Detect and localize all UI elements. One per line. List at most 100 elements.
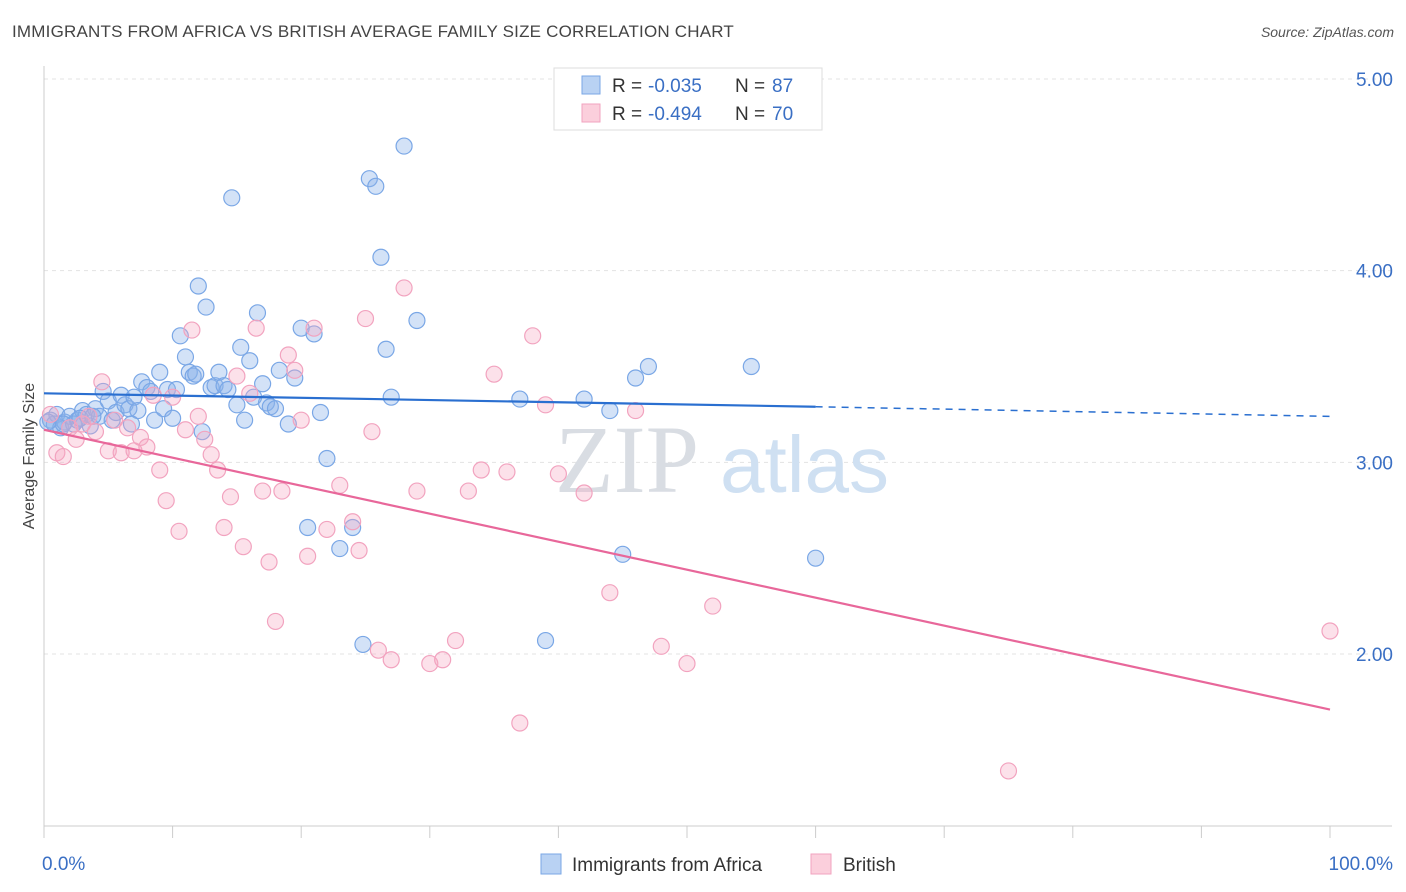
legend-n-value-british: 70	[772, 104, 793, 125]
point-british	[241, 384, 259, 402]
point-africa	[626, 369, 645, 387]
point-british	[626, 401, 645, 420]
point-british	[170, 522, 188, 540]
point-africa	[408, 311, 426, 330]
point-british	[446, 631, 465, 650]
y-axis-label: Average Family Size	[21, 383, 38, 530]
point-british	[356, 309, 375, 328]
point-british	[54, 447, 72, 466]
point-africa	[372, 248, 390, 266]
point-british	[369, 641, 387, 659]
point-british	[524, 327, 542, 345]
point-british	[286, 361, 304, 379]
point-british	[131, 428, 150, 447]
point-africa	[223, 189, 241, 207]
legend-swatch-british	[581, 103, 601, 123]
y-tick-label: 3.00	[1356, 453, 1393, 474]
legend-r-label-africa: R =	[612, 76, 642, 97]
point-british	[511, 714, 529, 732]
point-british	[80, 407, 98, 425]
point-british	[164, 388, 182, 406]
point-british	[234, 538, 252, 556]
point-africa	[354, 635, 372, 654]
point-british	[67, 430, 85, 448]
point-british	[151, 461, 169, 479]
y-tick-labels: 2.00 3.00 4.00 5.00	[1356, 70, 1393, 666]
point-africa	[395, 137, 413, 155]
point-africa	[511, 390, 529, 408]
point-british	[292, 411, 310, 429]
chart-title: IMMIGRANTS FROM AFRICA VS BRITISH AVERAG…	[12, 22, 735, 41]
bottom-legend-label-africa: Immigrants from Africa	[572, 855, 762, 876]
point-africa	[145, 411, 164, 429]
point-africa	[206, 377, 224, 395]
point-africa	[176, 348, 195, 366]
x-tick-label-min: 0.0%	[42, 854, 85, 875]
point-british	[260, 553, 278, 571]
point-africa	[639, 357, 658, 376]
point-british	[183, 321, 201, 339]
point-british	[704, 597, 722, 615]
point-british	[382, 651, 400, 669]
point-africa	[536, 631, 555, 650]
y-tick-label: 2.00	[1356, 645, 1393, 666]
point-british	[209, 461, 227, 479]
x-tick-label-max: 100.0%	[1329, 854, 1394, 875]
point-british	[498, 463, 516, 481]
bottom-legend-label-british: British	[843, 855, 896, 876]
y-tick-label: 4.00	[1356, 262, 1393, 283]
legend-n-value-africa: 87	[772, 76, 793, 97]
axes	[43, 66, 1392, 838]
point-africa	[197, 298, 215, 316]
point-british	[434, 651, 452, 669]
point-british	[266, 612, 285, 631]
point-africa	[241, 352, 259, 370]
point-africa	[236, 411, 254, 429]
x-tick-labels: 0.0% 100.0%	[42, 854, 1393, 875]
point-british	[176, 421, 195, 439]
point-africa	[299, 518, 317, 537]
point-africa	[228, 396, 246, 414]
point-british	[247, 319, 265, 337]
point-british	[472, 461, 490, 479]
point-british	[215, 518, 233, 537]
point-africa	[189, 277, 207, 295]
point-british	[549, 465, 568, 483]
point-british	[221, 488, 240, 506]
point-british	[331, 476, 349, 494]
legend-n-label-africa: N =	[735, 76, 765, 97]
bottom-legend-swatch-british	[810, 853, 832, 875]
series-british-points	[41, 279, 1339, 780]
point-africa	[601, 401, 619, 420]
point-british	[254, 482, 272, 500]
point-africa	[151, 363, 169, 381]
point-british	[157, 492, 175, 510]
point-africa	[806, 549, 825, 567]
bottom-legend: Immigrants from Africa British	[540, 853, 896, 876]
point-africa	[164, 409, 182, 427]
point-british	[421, 654, 439, 673]
point-british	[408, 482, 426, 500]
point-british	[536, 396, 555, 414]
point-africa	[254, 375, 272, 393]
point-british	[318, 520, 336, 539]
legend-r-value-africa: -0.035	[648, 76, 702, 97]
legend-r-label-british: R =	[612, 104, 642, 125]
point-africa	[377, 340, 395, 358]
watermark: ZIP atlas	[555, 406, 889, 513]
point-africa	[266, 400, 285, 418]
point-british	[363, 423, 381, 441]
point-africa	[187, 365, 205, 383]
point-british	[189, 407, 207, 425]
point-africa	[742, 357, 760, 376]
point-africa	[270, 361, 288, 379]
point-british	[196, 430, 214, 448]
point-british	[299, 547, 317, 565]
point-british	[459, 482, 477, 500]
point-africa	[232, 338, 250, 356]
point-africa	[311, 403, 330, 422]
point-british	[273, 482, 291, 500]
point-british	[485, 365, 503, 383]
y-tick-label: 5.00	[1356, 70, 1393, 91]
